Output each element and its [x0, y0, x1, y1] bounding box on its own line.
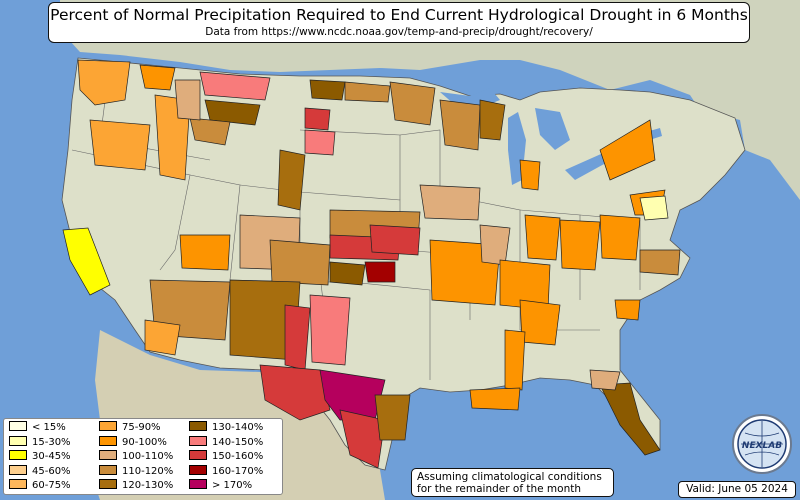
nexlab-globe-logo-icon: NEXLAB [732, 414, 792, 474]
legend-item: 120-130% [99, 479, 174, 492]
legend-swatch [189, 464, 207, 475]
legend-swatch [189, 450, 207, 460]
legend-swatch [99, 450, 117, 460]
legend-item: > 170% [189, 479, 253, 492]
legend-item: 15-30% [9, 435, 71, 449]
legend-swatch [189, 435, 207, 446]
legend-item: 110-120% [99, 464, 174, 478]
legend-label: > 170% [212, 480, 253, 491]
legend-label: 110-120% [122, 465, 174, 477]
legend-label: 30-45% [32, 451, 71, 462]
legend-item: 160-170% [189, 464, 264, 478]
legend-swatch [9, 464, 27, 475]
legend-item: 140-150% [189, 435, 264, 449]
legend-swatch [9, 479, 27, 489]
legend-label: 45-60% [32, 465, 71, 477]
legend-label: 160-170% [212, 465, 264, 477]
legend-item: 130-140% [189, 421, 264, 434]
climatology-note: Assuming climatological conditions for t… [411, 468, 614, 497]
map-subtitle: Data from https://www.ncdc.noaa.gov/temp… [205, 26, 593, 38]
canada-land [60, 0, 800, 200]
drought-zones [62, 59, 681, 469]
logo-text: NEXLAB [742, 441, 782, 451]
note-line-2: for the remainder of the month [417, 483, 582, 495]
legend-label: 120-130% [122, 480, 174, 491]
legend-swatch [189, 421, 207, 431]
legend-swatch [99, 464, 117, 475]
legend-label: 140-150% [212, 436, 264, 448]
legend-label: 75-90% [122, 422, 161, 433]
legend-label: 90-100% [122, 436, 167, 448]
legend-label: 130-140% [212, 422, 264, 433]
legend-swatch [99, 435, 117, 446]
legend-swatch [99, 421, 117, 431]
legend-item: 100-110% [99, 450, 174, 463]
valid-date: Valid: June 05 2024 [678, 481, 796, 498]
legend-swatch [99, 479, 117, 489]
legend-item: < 15% [9, 421, 66, 434]
legend-label: 15-30% [32, 436, 71, 448]
legend-swatch [9, 421, 27, 431]
legend-item: 90-100% [99, 435, 167, 449]
legend-swatch [189, 479, 207, 489]
legend-label: < 15% [32, 422, 66, 433]
map-title: Percent of Normal Precipitation Required… [50, 6, 748, 24]
note-line-1: Assuming climatological conditions [417, 471, 602, 483]
legend-item: 75-90% [99, 421, 161, 434]
legend-label: 60-75% [32, 480, 71, 491]
legend-item: 150-160% [189, 450, 264, 463]
legend-label: 150-160% [212, 451, 264, 462]
legend-swatch [9, 450, 27, 460]
legend-item: 45-60% [9, 464, 71, 478]
legend: < 15% 15-30% 30-45% 45-60% 60-75% 75-90% 90-10… [3, 418, 283, 495]
legend-item: 30-45% [9, 450, 71, 463]
legend-item: 60-75% [9, 479, 71, 492]
legend-label: 100-110% [122, 451, 174, 462]
legend-swatch [9, 435, 27, 446]
lake-huron [535, 108, 570, 150]
title-box: Percent of Normal Precipitation Required… [48, 2, 750, 43]
